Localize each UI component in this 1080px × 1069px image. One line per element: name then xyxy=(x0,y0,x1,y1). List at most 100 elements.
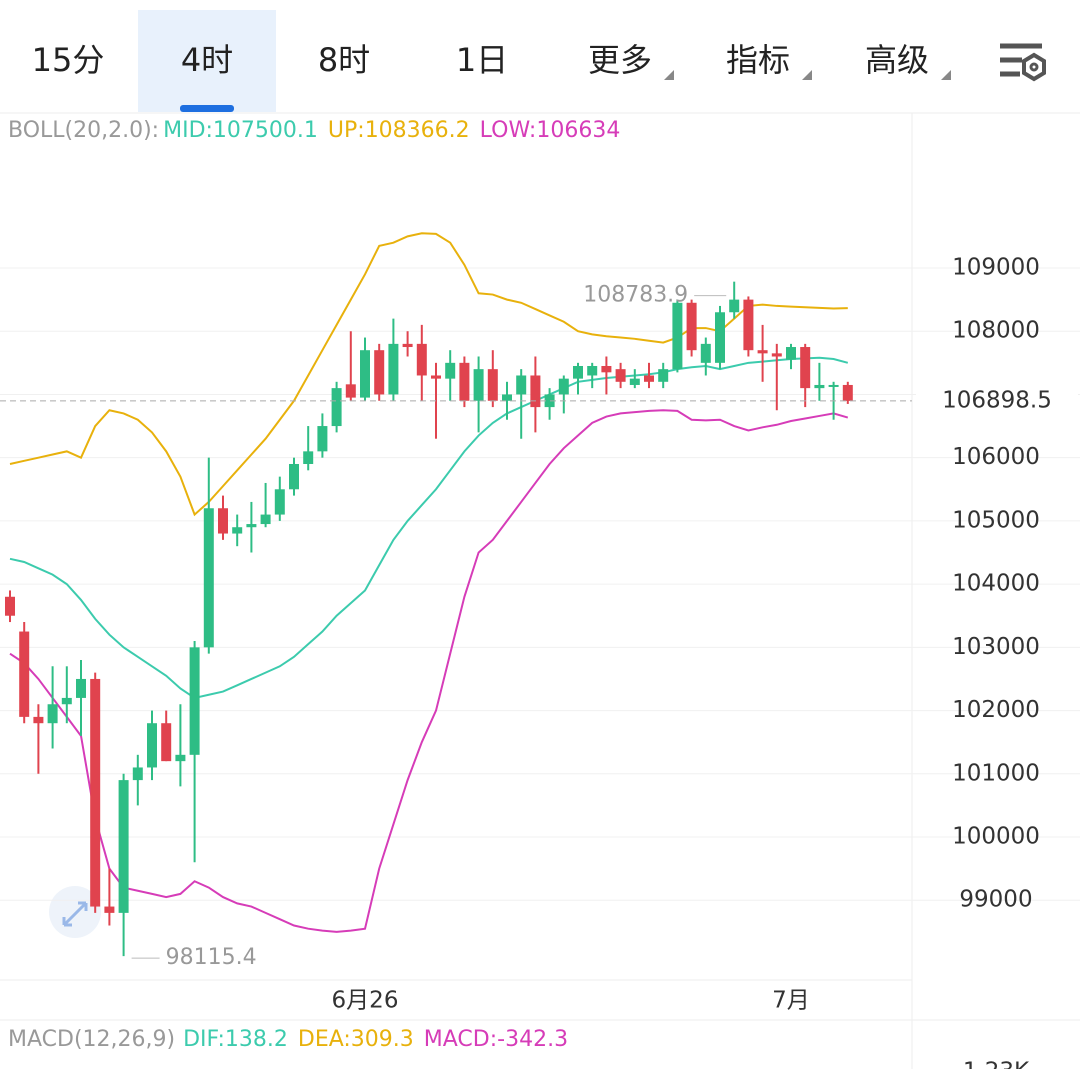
tab[interactable]: 1日 xyxy=(456,41,508,79)
candle-body xyxy=(473,369,484,401)
legend-text: -342.3 xyxy=(497,1027,568,1052)
candle-body xyxy=(842,384,853,401)
x-tick-label: 6月26 xyxy=(332,988,399,1014)
min-annotation: 98115.4 xyxy=(166,945,257,970)
tab[interactable]: 8时 xyxy=(318,41,370,79)
y-tick-label: 105000 xyxy=(952,507,1040,533)
candle-body xyxy=(644,375,654,382)
settings-icon[interactable] xyxy=(1000,43,1046,82)
active-tab-underline xyxy=(180,105,234,112)
price-label-bg xyxy=(916,382,1078,419)
y-tick-label: 109000 xyxy=(952,255,1040,281)
candle-body xyxy=(345,384,356,398)
candle-body xyxy=(516,375,527,395)
macd-tick-label: 1.23K xyxy=(963,1059,1030,1069)
candle-body xyxy=(416,343,427,376)
candle-body xyxy=(672,302,683,370)
dropdown-arrow xyxy=(941,70,951,80)
candle-body xyxy=(161,723,172,762)
tab[interactable]: 更多 xyxy=(588,41,652,79)
candle-body xyxy=(374,350,385,395)
candle-body xyxy=(331,388,342,427)
candle-body xyxy=(388,343,399,395)
max-annotation: 108783.9 xyxy=(583,283,688,308)
y-tick-label: 103000 xyxy=(952,634,1040,660)
y-tick-label: 108000 xyxy=(952,318,1040,344)
candle-body xyxy=(828,384,839,387)
candle-body xyxy=(587,365,598,376)
candle-body xyxy=(147,723,157,768)
candle-body xyxy=(487,369,498,401)
y-tick-label: 99000 xyxy=(959,887,1032,913)
candle-body xyxy=(601,365,612,373)
candle-body xyxy=(76,678,86,698)
candle-body xyxy=(175,754,186,762)
legend-text: 108366.2 xyxy=(365,118,470,143)
candle-body xyxy=(203,508,214,648)
legend-text: 309.3 xyxy=(351,1027,414,1052)
candle-body xyxy=(61,697,72,705)
candle-body xyxy=(629,378,640,385)
candle-body xyxy=(814,384,825,389)
x-tick-label: 7月 xyxy=(772,988,810,1014)
candle-body xyxy=(459,362,470,401)
y-tick-label: 101000 xyxy=(952,760,1040,786)
tab[interactable]: 4时 xyxy=(181,41,233,79)
candle-body xyxy=(19,631,30,717)
tab[interactable]: 15分 xyxy=(32,41,105,79)
candle-body xyxy=(274,489,285,515)
candle-body xyxy=(757,350,768,354)
candle-body xyxy=(260,514,271,525)
candle-body xyxy=(544,394,555,408)
candle-body xyxy=(743,299,754,351)
candle-body xyxy=(90,678,101,907)
candle-body xyxy=(132,767,143,781)
active-tab-bg xyxy=(138,10,276,112)
y-tick-label: 102000 xyxy=(952,697,1040,723)
candle-body xyxy=(33,716,44,724)
current-price-label: 106898.5 xyxy=(942,387,1052,413)
candle-body xyxy=(715,312,725,363)
candle-body xyxy=(771,353,782,357)
candle-body xyxy=(431,375,441,379)
candle-body xyxy=(47,704,58,724)
candle-body xyxy=(118,780,129,913)
legend-text: DEA: xyxy=(298,1027,351,1052)
legend-text: 106634 xyxy=(536,118,620,143)
candle-body xyxy=(658,369,669,382)
legend-text: LOW: xyxy=(480,118,537,143)
candle-body xyxy=(5,596,15,616)
candle-body xyxy=(615,369,626,382)
candle-body xyxy=(303,451,314,464)
candle-body xyxy=(800,347,811,389)
candle-body xyxy=(317,426,328,452)
candle-body xyxy=(786,347,796,360)
zoom-button[interactable] xyxy=(49,886,101,938)
candle-body xyxy=(558,378,569,395)
legend-text: BOLL(20,2.0): xyxy=(8,118,159,143)
candle-body xyxy=(218,508,228,534)
candle-body xyxy=(289,463,299,490)
dropdown-arrow xyxy=(664,70,674,80)
candle-body xyxy=(360,350,370,398)
legend-text: 138.2 xyxy=(225,1027,288,1052)
candle-body xyxy=(502,394,512,401)
tab[interactable]: 高级 xyxy=(865,41,929,79)
legend-text: DIF: xyxy=(183,1027,225,1052)
tab[interactable]: 指标 xyxy=(726,41,790,79)
legend-text: UP: xyxy=(328,118,365,143)
legend-text: MACD(12,26,9) xyxy=(8,1027,175,1052)
legend-text: MACD: xyxy=(424,1027,497,1052)
y-tick-label: 104000 xyxy=(952,571,1040,597)
boll-line xyxy=(9,409,849,933)
candle-body xyxy=(104,906,115,913)
dropdown-arrow xyxy=(802,70,812,80)
candle-body xyxy=(246,524,257,528)
candle-body xyxy=(729,299,740,313)
candle-body xyxy=(530,375,541,408)
candle-body xyxy=(402,343,413,348)
y-tick-label: 100000 xyxy=(952,824,1040,850)
boll-line xyxy=(9,232,848,517)
